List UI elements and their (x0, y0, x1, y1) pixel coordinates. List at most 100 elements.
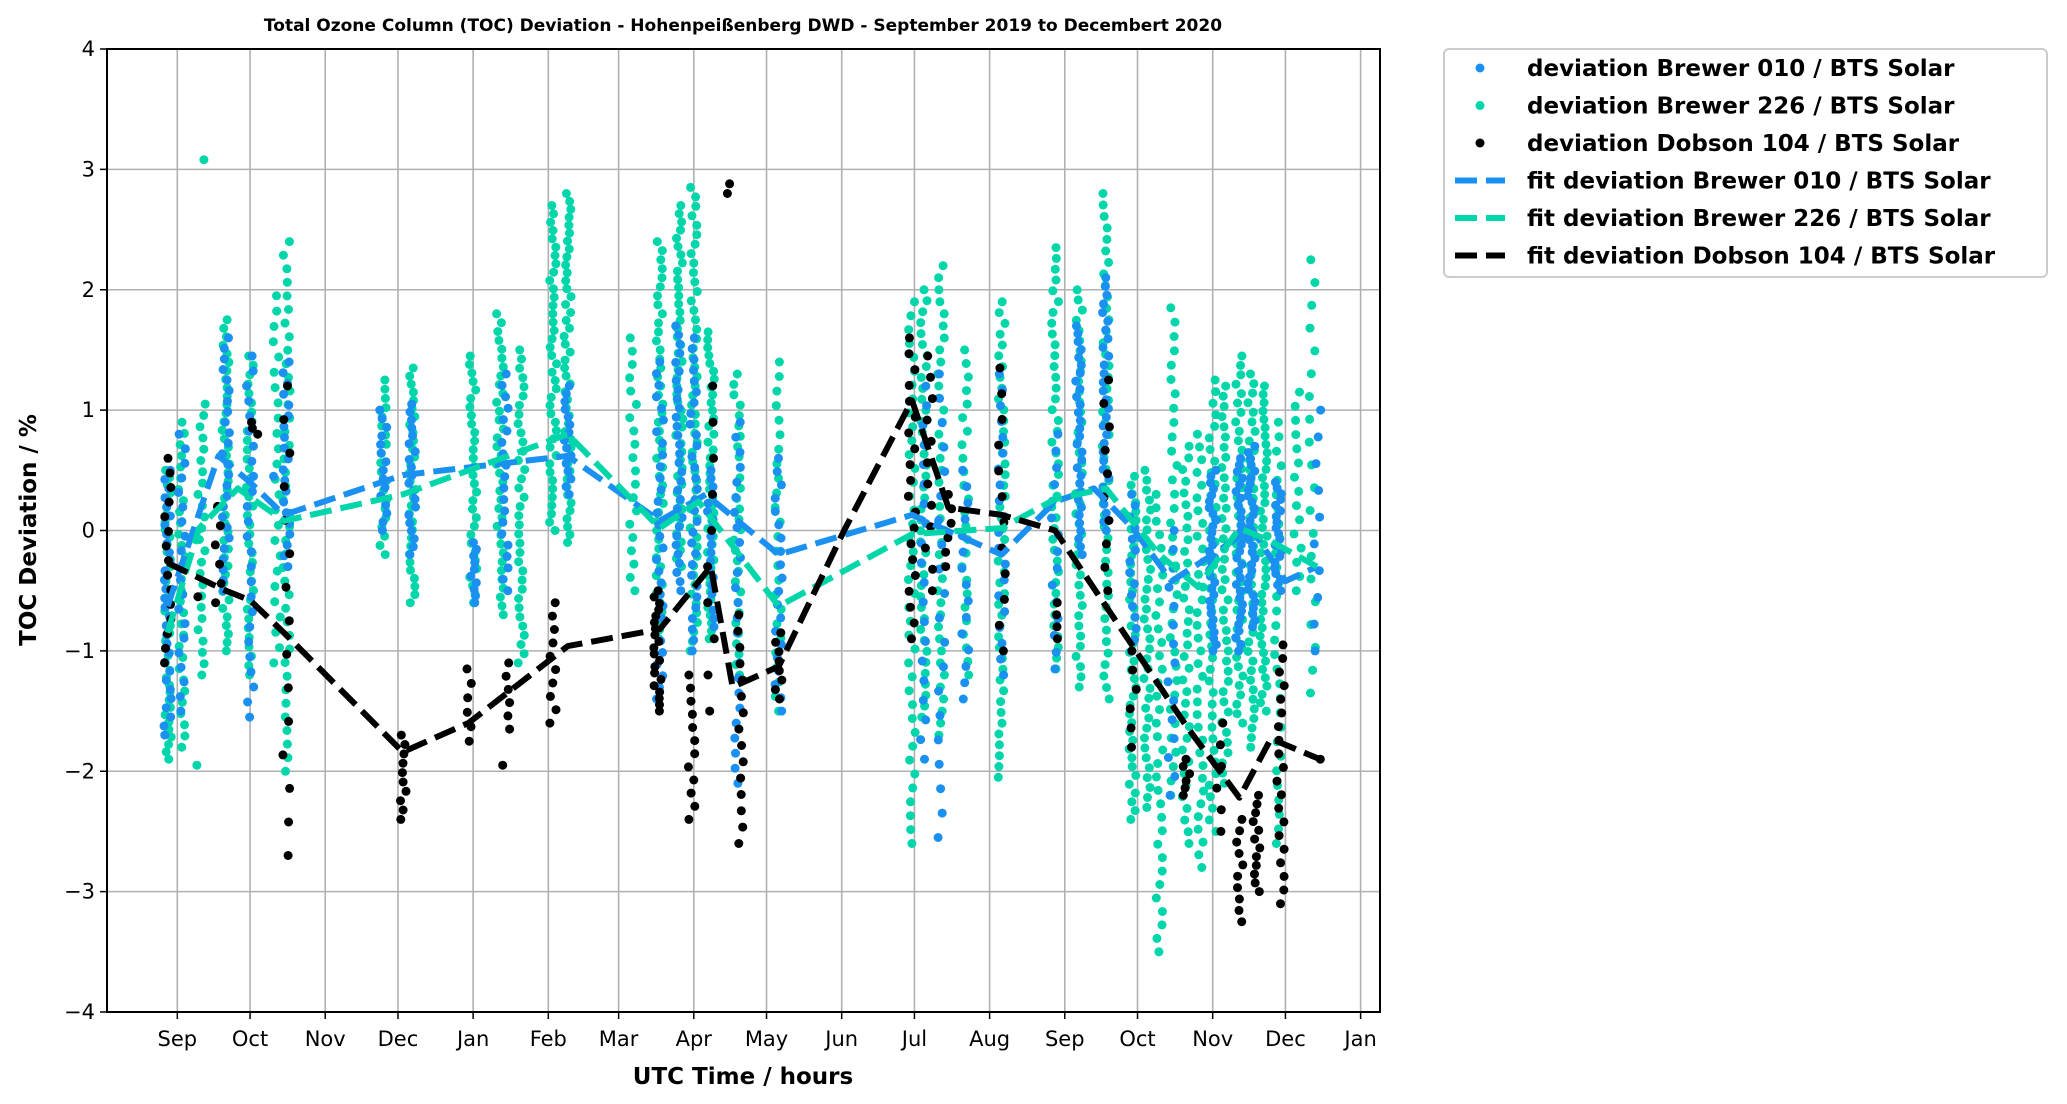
data-point (1151, 893, 1161, 903)
data-point (278, 465, 288, 475)
data-point (409, 573, 419, 583)
x-tick-label: Nov (305, 1027, 346, 1051)
data-point (906, 825, 916, 835)
data-point (994, 466, 1004, 476)
data-point (1251, 852, 1261, 862)
data-point (1238, 671, 1248, 681)
data-point (1051, 275, 1061, 285)
data-point (935, 297, 945, 307)
data-point (999, 594, 1009, 604)
data-point (934, 477, 944, 487)
data-point (215, 521, 225, 531)
data-point (1246, 369, 1255, 379)
data-point (471, 385, 481, 395)
data-point (772, 386, 782, 396)
data-point (273, 520, 283, 530)
data-point (223, 407, 233, 417)
data-point (939, 405, 949, 415)
data-point (1193, 722, 1203, 732)
data-point (223, 629, 233, 639)
data-point (919, 578, 929, 587)
data-point (1272, 606, 1282, 616)
data-point (652, 427, 662, 437)
data-point (655, 282, 665, 292)
data-point (411, 502, 420, 512)
data-point (937, 418, 947, 428)
data-point (1262, 681, 1272, 691)
data-point (1000, 535, 1010, 544)
data-point (1208, 398, 1218, 408)
data-point (922, 296, 932, 306)
data-point (1183, 511, 1193, 521)
data-point (1130, 545, 1140, 555)
data-point (1193, 824, 1203, 834)
data-point (1274, 432, 1284, 442)
data-point (551, 384, 561, 394)
data-point (177, 517, 187, 527)
data-point (1192, 608, 1202, 618)
data-point (198, 467, 208, 477)
data-point (1238, 860, 1248, 870)
data-point (1236, 407, 1246, 417)
data-point (545, 517, 555, 527)
data-point (1295, 515, 1304, 525)
data-point (174, 641, 184, 651)
data-point (1234, 894, 1244, 904)
data-point (651, 336, 661, 346)
data-point (1178, 790, 1188, 800)
data-point (1204, 503, 1214, 513)
data-point (562, 514, 572, 524)
data-point (244, 637, 254, 647)
data-point (673, 385, 683, 395)
data-point (548, 484, 558, 494)
data-point (1053, 429, 1063, 439)
data-point (469, 564, 479, 574)
data-point (689, 333, 699, 343)
data-point (653, 586, 663, 596)
data-point (465, 402, 475, 412)
data-point (735, 642, 745, 652)
data-point (994, 351, 1004, 361)
data-point (468, 453, 478, 463)
y-tick-label: −4 (64, 1000, 95, 1024)
data-point (658, 450, 668, 460)
data-point (1153, 839, 1163, 849)
data-point (630, 586, 640, 596)
data-point (495, 592, 505, 602)
data-point (466, 394, 476, 403)
data-point (1075, 590, 1085, 600)
data-point (691, 430, 701, 440)
data-point (515, 501, 525, 511)
data-point (1198, 518, 1208, 528)
y-axis-label: TOC Deviation / % (16, 414, 42, 646)
data-point (382, 422, 392, 432)
data-point (1291, 415, 1301, 425)
data-point (196, 456, 206, 465)
data-point (692, 516, 702, 526)
data-point (921, 636, 930, 646)
data-point (907, 714, 917, 723)
data-point (904, 428, 914, 438)
data-point (997, 389, 1007, 399)
data-point (1153, 584, 1162, 594)
data-point (1099, 299, 1108, 309)
data-point (703, 335, 713, 345)
data-point (1178, 761, 1188, 771)
data-point (1252, 799, 1262, 809)
data-point (1262, 531, 1272, 541)
data-point (997, 492, 1007, 502)
data-point (738, 822, 748, 832)
data-point (774, 453, 783, 463)
data-point (1289, 529, 1299, 539)
fit-line (164, 452, 1319, 608)
data-point (919, 617, 929, 627)
data-point (378, 465, 388, 475)
data-point (689, 365, 698, 375)
data-point (1192, 493, 1202, 503)
data-point (692, 230, 702, 240)
data-point (499, 495, 509, 504)
data-point (937, 540, 947, 550)
data-point (498, 517, 508, 527)
data-point (674, 403, 684, 413)
data-point (549, 625, 559, 634)
